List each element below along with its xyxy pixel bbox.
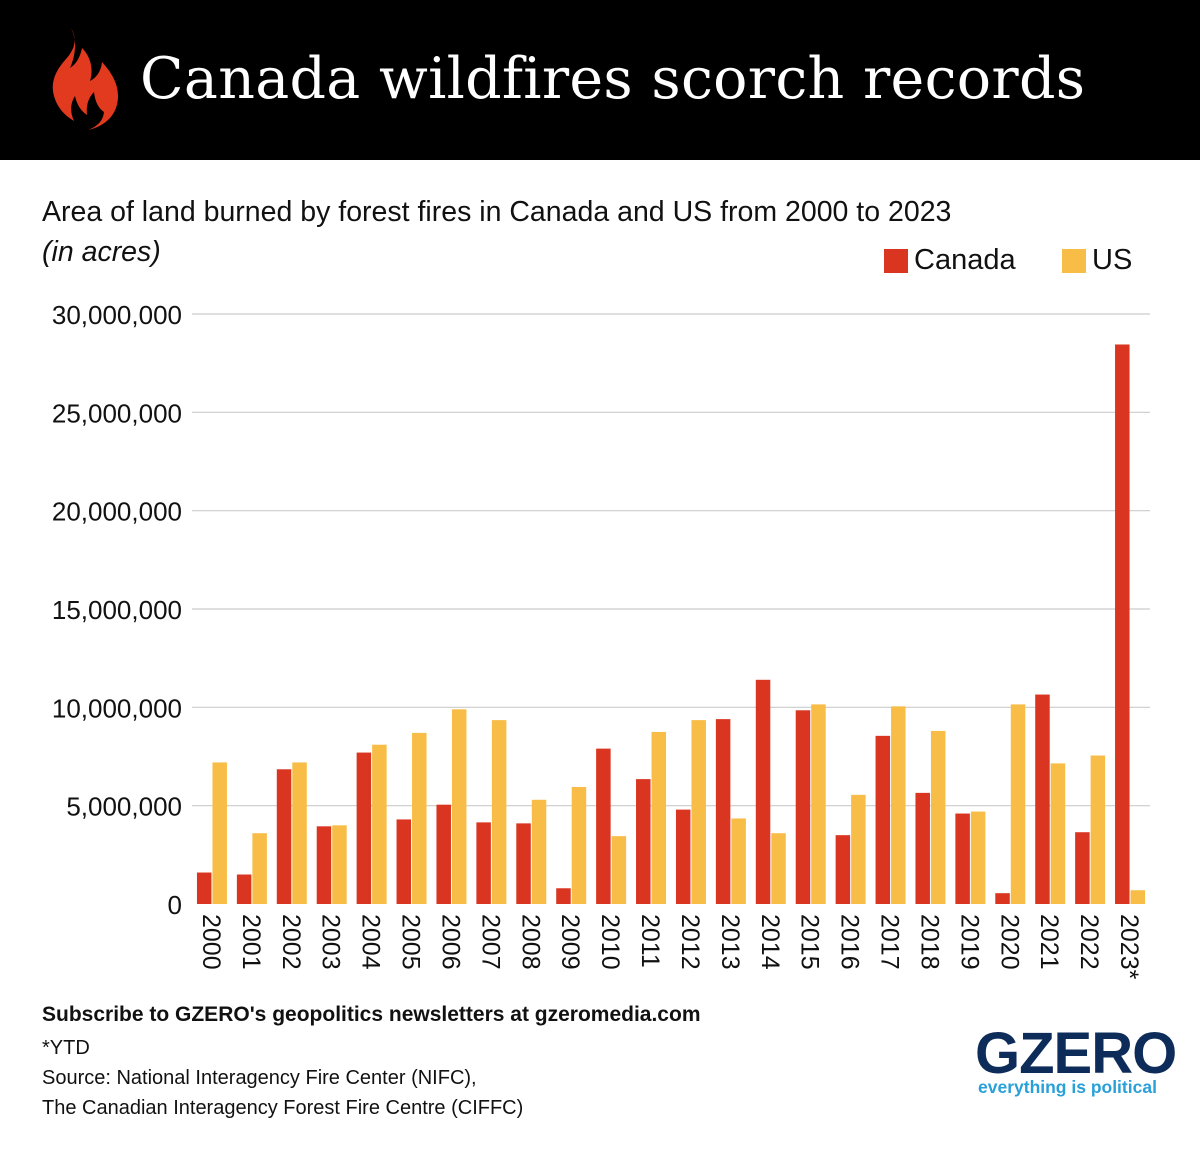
bar-us-2015 bbox=[811, 704, 826, 904]
bar-us-2021 bbox=[1050, 763, 1066, 904]
bar-us-2016 bbox=[851, 794, 866, 904]
gzero-tagline: everything is political bbox=[978, 1077, 1157, 1097]
x-tick-label: 2016 bbox=[836, 914, 864, 970]
bar-canada-2012 bbox=[675, 809, 691, 904]
bar-canada-2005 bbox=[396, 819, 412, 904]
x-tick-label: 2010 bbox=[596, 914, 624, 970]
y-tick-label: 20,000,000 bbox=[52, 497, 182, 527]
y-tick-label: 0 bbox=[168, 890, 182, 920]
x-tick-label: 2015 bbox=[796, 914, 824, 970]
x-tick-label: 2018 bbox=[915, 914, 943, 970]
bar-us-2019 bbox=[970, 811, 986, 904]
bar-canada-2021 bbox=[1035, 694, 1050, 904]
y-tick-label: 15,000,000 bbox=[52, 595, 182, 625]
bar-canada-2020 bbox=[995, 893, 1010, 904]
x-tick-label: 2002 bbox=[277, 914, 305, 970]
bar-canada-2022 bbox=[1075, 832, 1090, 904]
x-tick-label: 2006 bbox=[436, 914, 464, 970]
legend-label-us: US bbox=[1092, 244, 1133, 276]
source-line-1: Source: National Interagency Fire Center… bbox=[42, 1067, 477, 1089]
chart-units: (in acres) bbox=[42, 236, 161, 268]
y-tick-label: 30,000,000 bbox=[52, 300, 182, 330]
x-tick-label: 2005 bbox=[397, 914, 425, 970]
subscribe-text: Subscribe to GZERO's geopolitics newslet… bbox=[42, 1003, 701, 1026]
legend-swatch-canada bbox=[884, 249, 908, 273]
x-tick-label: 2003 bbox=[317, 914, 345, 970]
legend-swatch-us bbox=[1062, 249, 1086, 273]
bar-us-2003 bbox=[332, 825, 347, 904]
x-tick-label: 2007 bbox=[476, 914, 504, 970]
x-tick-label: 2019 bbox=[955, 914, 983, 970]
bar-canada-2016 bbox=[835, 835, 851, 904]
bar-canada-2019 bbox=[955, 813, 970, 904]
bar-us-2008 bbox=[531, 799, 547, 904]
page-title: Canada wildfires scorch records bbox=[140, 46, 1086, 112]
bar-canada-2006 bbox=[436, 804, 451, 904]
header-banner: Canada wildfires scorch records bbox=[0, 0, 1200, 160]
bar-canada-2014 bbox=[755, 679, 771, 904]
x-tick-label: 2013 bbox=[716, 914, 744, 970]
bar-canada-2023 bbox=[1115, 344, 1130, 904]
bar-us-2004 bbox=[372, 744, 387, 904]
bar-canada-2015 bbox=[795, 710, 811, 904]
bar-canada-2008 bbox=[516, 823, 531, 904]
bar-us-2012 bbox=[691, 720, 706, 904]
x-tick-label: 2001 bbox=[237, 914, 265, 970]
bar-canada-2011 bbox=[636, 779, 651, 904]
bar-us-2001 bbox=[252, 833, 267, 904]
bar-canada-2009 bbox=[556, 888, 571, 904]
chart-subtitle: Area of land burned by forest fires in C… bbox=[42, 196, 952, 228]
x-tick-label: 2008 bbox=[516, 914, 544, 970]
x-tick-label: 2012 bbox=[676, 914, 704, 970]
x-tick-label: 2022 bbox=[1075, 914, 1103, 970]
bar-canada-2017 bbox=[875, 735, 891, 904]
bar-us-2020 bbox=[1010, 704, 1026, 904]
bar-us-2002 bbox=[292, 762, 307, 904]
x-tick-label: 2009 bbox=[556, 914, 584, 970]
bar-us-2014 bbox=[771, 833, 786, 904]
bar-canada-2007 bbox=[476, 822, 491, 904]
bar-canada-2001 bbox=[236, 874, 252, 904]
chart-legend: Canada US bbox=[884, 244, 1144, 278]
bar-us-2017 bbox=[891, 706, 906, 904]
flame-icon bbox=[52, 28, 118, 130]
bar-chart: 0 5,000,000 10,000,000 15,000,000 20,000,000… bbox=[52, 300, 1150, 980]
x-tick-label: 2020 bbox=[995, 914, 1023, 970]
bar-us-2022 bbox=[1090, 755, 1106, 904]
bar-us-2011 bbox=[651, 731, 667, 904]
x-tick-label: 2023* bbox=[1115, 914, 1143, 980]
x-tick-label: 2011 bbox=[636, 914, 664, 968]
bar-canada-2018 bbox=[915, 792, 930, 904]
gzero-logo: GZERO bbox=[975, 1021, 1177, 1086]
y-tick-label: 10,000,000 bbox=[52, 693, 182, 723]
x-tick-label: 2021 bbox=[1035, 914, 1063, 970]
bar-us-2009 bbox=[571, 786, 587, 904]
bar-us-2018 bbox=[930, 730, 946, 904]
x-tick-label: 2017 bbox=[876, 914, 904, 970]
y-tick-label: 5,000,000 bbox=[66, 792, 182, 822]
x-tick-label: 2000 bbox=[197, 914, 225, 970]
bar-us-2013 bbox=[731, 818, 746, 904]
bar-canada-2002 bbox=[276, 769, 292, 904]
bar-us-2005 bbox=[412, 732, 427, 904]
bar-canada-2003 bbox=[316, 826, 332, 904]
ytd-note: *YTD bbox=[42, 1037, 90, 1059]
x-tick-label: 2004 bbox=[357, 914, 385, 970]
source-line-2: The Canadian Interagency Forest Fire Cen… bbox=[42, 1097, 524, 1119]
bar-us-2007 bbox=[491, 720, 507, 904]
bar-canada-2004 bbox=[356, 752, 372, 904]
bar-canada-2000 bbox=[196, 872, 212, 904]
bar-us-2023 bbox=[1130, 890, 1146, 904]
x-tick-label: 2014 bbox=[756, 914, 784, 970]
y-tick-label: 25,000,000 bbox=[52, 398, 182, 428]
legend-label-canada: Canada bbox=[914, 244, 1016, 276]
bar-us-2000 bbox=[212, 762, 227, 904]
bar-canada-2013 bbox=[715, 719, 731, 904]
bar-us-2010 bbox=[611, 836, 627, 904]
bar-us-2006 bbox=[451, 709, 467, 904]
bar-canada-2010 bbox=[596, 748, 611, 904]
